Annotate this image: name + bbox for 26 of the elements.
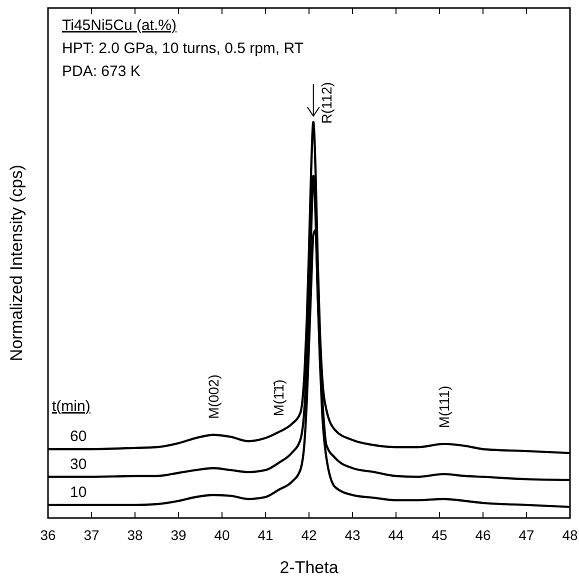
x-tick-label: 40 (214, 527, 230, 543)
annotation: M(111) (436, 386, 452, 428)
x-tick-label: 47 (518, 527, 534, 543)
x-tick-label: 41 (258, 527, 274, 543)
x-tick-label: 45 (432, 527, 448, 543)
x-tick-label: 38 (127, 527, 143, 543)
text: PDA: 673 K (62, 63, 140, 80)
x-tick-label: 39 (170, 527, 186, 543)
annotation: M(1̄1̄) (270, 380, 287, 416)
x-tick-label: 37 (84, 527, 100, 543)
text: HPT: 2.0 GPa, 10 turns, 0.5 rpm, RT (62, 40, 304, 57)
x-tick-label: 48 (562, 527, 578, 543)
x-tick-label: 36 (40, 527, 56, 543)
x-axis-title: 2-Theta (280, 558, 339, 577)
x-tick-label: 44 (388, 527, 404, 543)
annotation: M(002) (205, 374, 222, 419)
y-axis-title: Normalized Intensity (cps) (7, 164, 26, 362)
series-label: 60 (70, 428, 87, 446)
annotation: R(112) (318, 82, 334, 124)
legend-title: t(min) (52, 398, 90, 416)
x-tick-label: 46 (475, 527, 491, 543)
series-label: 10 (70, 484, 87, 501)
x-tick-label: 43 (344, 527, 360, 543)
x-tick-label: 42 (301, 527, 317, 543)
series-label: 30 (70, 456, 87, 473)
text: Ti45Ni5Cu (at.%) (62, 17, 176, 34)
